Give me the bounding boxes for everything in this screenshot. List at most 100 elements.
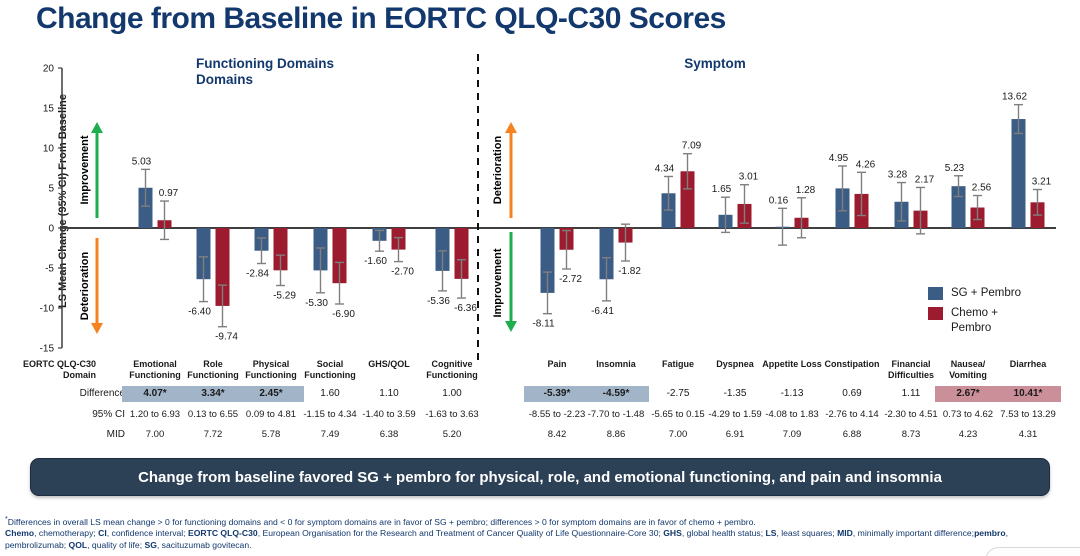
legend-label-chemo-pembro: Chemo + Pembro bbox=[951, 307, 998, 334]
bar-value-label: -5.29 bbox=[273, 291, 296, 302]
footnotes: *Differences in overall LS mean change >… bbox=[5, 514, 1070, 551]
difference-cell: -5.39* bbox=[524, 386, 590, 402]
legend-item-chemo-pembro: Chemo + Pembro bbox=[928, 306, 1031, 336]
row-label-mid: MID bbox=[106, 429, 125, 440]
difference-cell: 1.11 bbox=[901, 388, 921, 399]
deterioration-arrow-symptom-head-icon bbox=[505, 122, 517, 133]
difference-cell: 1.60 bbox=[320, 388, 340, 399]
panel-title-functioning-domains: Functioning Domains Domains bbox=[196, 56, 334, 88]
ci-cell: -4.08 to 1.83 bbox=[765, 409, 819, 420]
bar-value-label: -5.30 bbox=[305, 298, 328, 309]
bar-chart: 20151050-5-10-155.030.97-6.40-9.74-2.84-… bbox=[40, 54, 1056, 360]
bar-value-label: -1.82 bbox=[618, 266, 641, 277]
panel-title-functioning-line2: Domains bbox=[196, 72, 254, 87]
bar-sg-pembro bbox=[435, 228, 450, 271]
improvement-label-functioning: Improvement bbox=[79, 135, 91, 205]
y-tick-label: 5 bbox=[48, 184, 54, 195]
domain-header: Pain bbox=[547, 359, 567, 369]
bar-value-label: 4.95 bbox=[829, 153, 849, 164]
mid-cell: 8.86 bbox=[606, 429, 626, 440]
ci-cell: -4.29 to 1.59 bbox=[708, 409, 762, 420]
summary-banner-text: Change from baseline favored SG + pembro… bbox=[138, 468, 942, 486]
bar-value-label: -9.74 bbox=[215, 332, 238, 343]
table-corner-label: EORTC QLQ-C30 Domain bbox=[22, 359, 96, 380]
ci-cell: -2.76 to 4.14 bbox=[825, 409, 879, 420]
bar-value-label: 1.65 bbox=[712, 184, 732, 195]
ci-cell: -1.40 to 3.59 bbox=[362, 409, 416, 420]
y-tick-label: 20 bbox=[43, 64, 55, 75]
page-title: Change from Baseline in EORTC QLQ-C30 Sc… bbox=[36, 2, 726, 35]
difference-cell: -1.13 bbox=[780, 388, 804, 399]
legend-label-sg-pembro: SG + Pembro bbox=[951, 287, 1021, 299]
domain-header: GHS/QOL bbox=[368, 359, 410, 369]
bar-value-label: 3.21 bbox=[1032, 177, 1052, 188]
domain-header: Financial Difficulties bbox=[887, 359, 934, 380]
bar-value-label: -2.70 bbox=[391, 267, 414, 278]
bar-value-label: -6.41 bbox=[591, 306, 614, 317]
footnote-abbreviations: Chemo, chemotherapy; CI, confidence inte… bbox=[5, 528, 1008, 550]
bar-sg-pembro bbox=[599, 228, 614, 280]
bar-value-label: 4.26 bbox=[856, 159, 876, 170]
domain-header: Nausea/ Vomiting bbox=[949, 359, 987, 380]
ci-cell: 7.53 to 13.29 bbox=[1000, 409, 1056, 420]
mid-cell: 6.38 bbox=[379, 429, 399, 440]
ci-cell: 1.20 to 6.93 bbox=[129, 409, 181, 420]
bar-value-label: 13.62 bbox=[1002, 92, 1027, 103]
bar-chemo-pembro bbox=[215, 228, 230, 306]
legend-swatch-chemo-icon bbox=[928, 307, 943, 320]
domain-header: Dyspnea bbox=[716, 359, 754, 369]
mid-cell: 7.00 bbox=[145, 429, 165, 440]
difference-cell: -4.59* bbox=[583, 386, 649, 402]
domain-header: Diarrhea bbox=[1009, 359, 1047, 369]
y-tick-label: 10 bbox=[43, 144, 55, 155]
mid-cell: 8.73 bbox=[901, 429, 921, 440]
difference-cell: 0.69 bbox=[842, 388, 862, 399]
bar-value-label: -8.11 bbox=[532, 319, 554, 330]
difference-cell: 2.45* bbox=[238, 386, 304, 402]
mid-cell: 7.72 bbox=[203, 429, 223, 440]
ci-cell: 0.13 to 6.55 bbox=[187, 409, 239, 420]
deterioration-label-functioning: Deterioration bbox=[79, 251, 91, 321]
difference-cell: 4.07* bbox=[122, 386, 188, 402]
row-label-95-ci: 95% CI bbox=[92, 409, 125, 420]
bar-chemo-pembro bbox=[332, 228, 347, 284]
domain-header: Appetite Loss bbox=[762, 359, 822, 369]
mid-cell: 7.09 bbox=[782, 429, 802, 440]
difference-cell: -1.35 bbox=[723, 388, 747, 399]
difference-cell: -2.75 bbox=[666, 388, 690, 399]
summary-banner: Change from baseline favored SG + pembro… bbox=[30, 458, 1050, 496]
mid-cell: 5.78 bbox=[261, 429, 281, 440]
ci-cell: 0.73 to 4.62 bbox=[942, 409, 994, 420]
bar-value-label: 2.56 bbox=[972, 183, 992, 194]
difference-cell: 1.10 bbox=[379, 388, 399, 399]
bar-value-label: 1.28 bbox=[796, 185, 816, 196]
ci-cell: -2.30 to 4.51 bbox=[884, 409, 938, 420]
ci-cell: 0.09 to 4.81 bbox=[245, 409, 297, 420]
panel-title-functioning-line1: Functioning Domains bbox=[196, 56, 334, 71]
y-tick-label: -10 bbox=[40, 304, 55, 315]
mid-cell: 8.42 bbox=[547, 429, 567, 440]
bar-sg-pembro bbox=[1011, 119, 1026, 228]
domain-header: Role Functioning bbox=[187, 359, 239, 380]
difference-cell: 10.41* bbox=[995, 386, 1061, 402]
mid-cell: 6.88 bbox=[842, 429, 862, 440]
domain-header: Insomnia bbox=[596, 359, 636, 369]
mid-cell: 7.00 bbox=[668, 429, 688, 440]
domain-header: Physical Functioning bbox=[245, 359, 297, 380]
bar-value-label: 3.28 bbox=[888, 170, 908, 181]
domain-header: Fatigue bbox=[661, 359, 694, 369]
bar-value-label: 3.01 bbox=[739, 172, 759, 183]
bar-value-label: -5.36 bbox=[427, 296, 450, 307]
bar-value-label: -6.36 bbox=[454, 303, 477, 314]
domain-header: Constipation bbox=[824, 359, 880, 369]
improvement-label-symptom: Improvement bbox=[492, 248, 504, 318]
bar-value-label: 2.17 bbox=[915, 174, 935, 185]
domain-header: Cognitive Functioning bbox=[426, 359, 478, 380]
domain-header: Social Functioning bbox=[304, 359, 356, 380]
y-tick-label: 0 bbox=[48, 224, 54, 235]
card-corner-decoration bbox=[985, 547, 1080, 556]
legend: SG + Pembro Chemo + Pembro bbox=[928, 286, 1031, 341]
footnote-significance: *Differences in overall LS mean change >… bbox=[5, 515, 756, 527]
ci-cell: -1.15 to 4.34 bbox=[303, 409, 357, 420]
bar-sg-pembro bbox=[196, 228, 211, 280]
